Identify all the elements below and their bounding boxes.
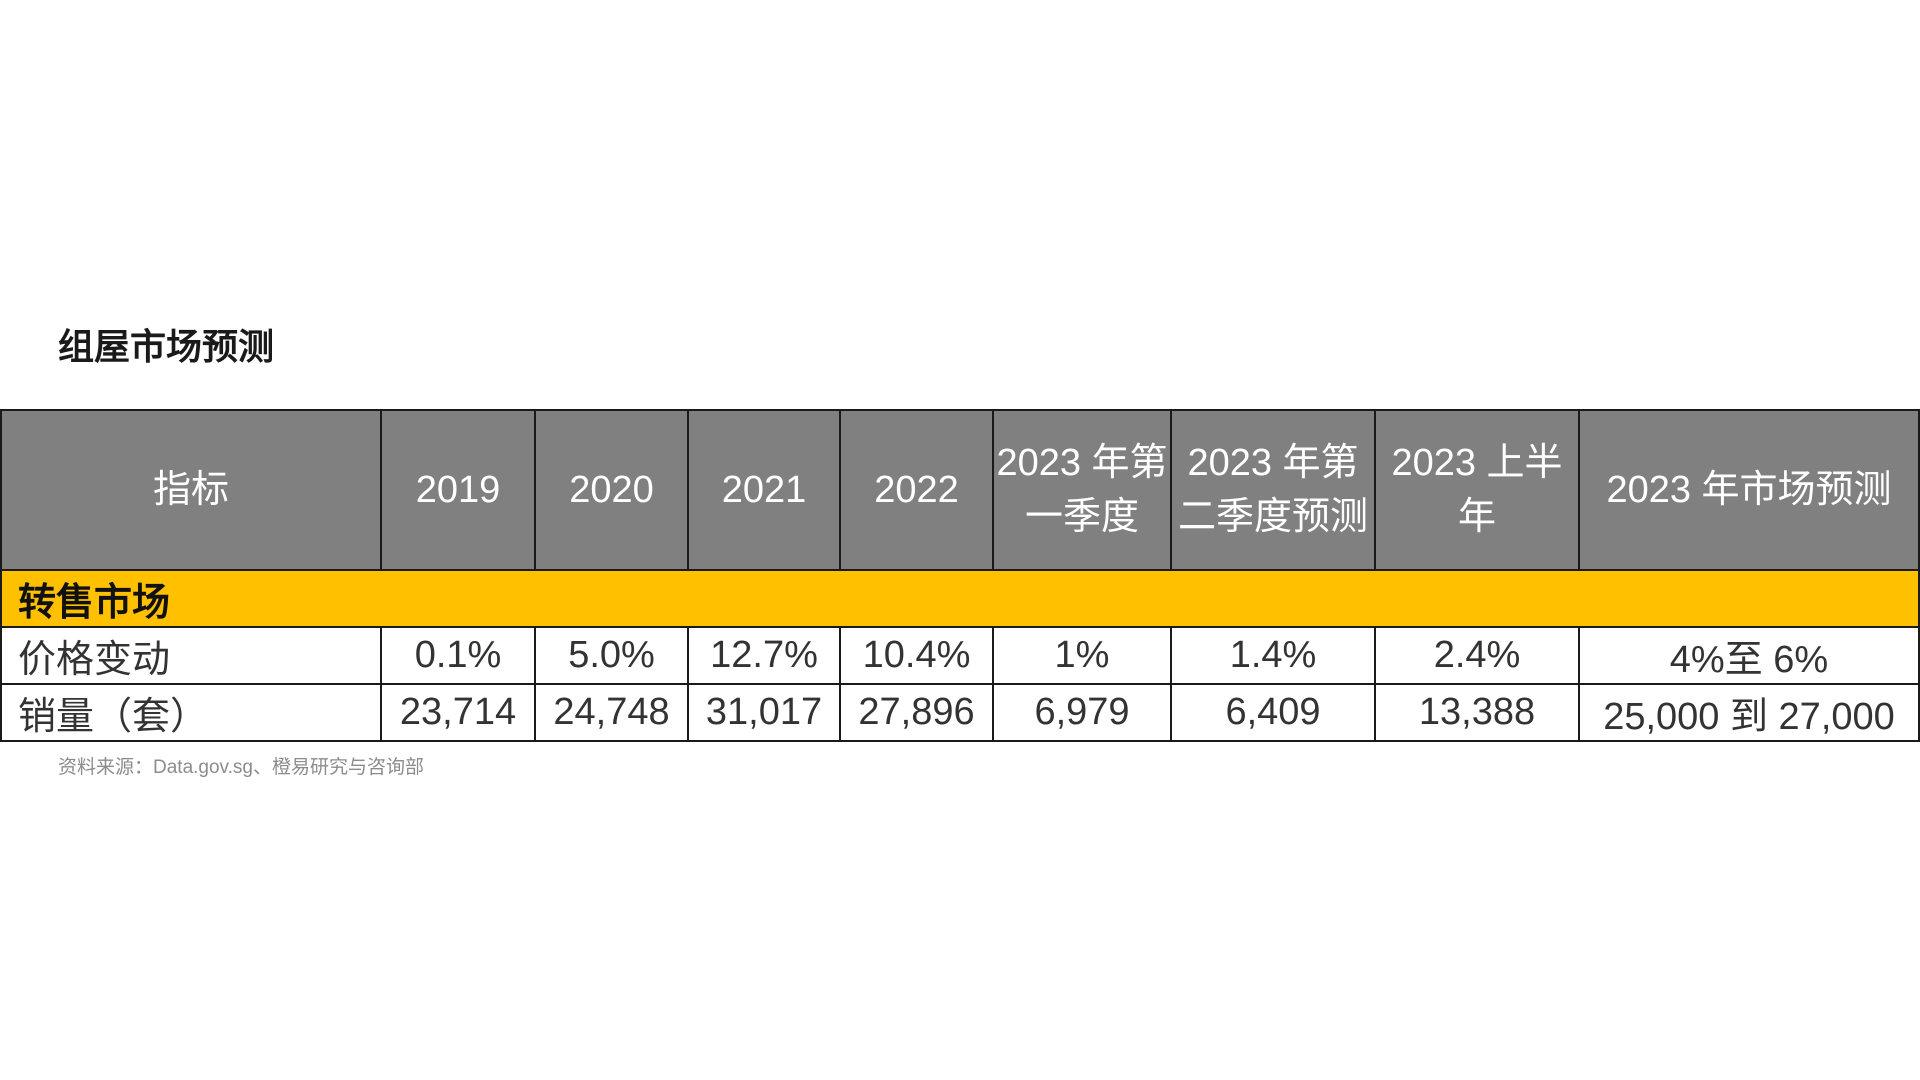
row-label: 价格变动 (0, 626, 382, 685)
header-indicator: 指标 (0, 409, 382, 571)
table-cell: 2.4% (1374, 626, 1580, 685)
table-cell: 23,714 (380, 683, 536, 742)
table-cell: 5.0% (534, 626, 689, 685)
table-cell: 1.4% (1170, 626, 1376, 685)
header-2020: 2020 (534, 409, 689, 571)
table-cell: 6,979 (992, 683, 1172, 742)
table-cell: 25,000 到 27,000 (1578, 683, 1920, 742)
table-cell: 0.1% (380, 626, 536, 685)
header-2023-market-forecast: 2023 年市场预测 (1578, 409, 1920, 571)
header-2021: 2021 (687, 409, 841, 571)
forecast-table: 指标 2019 2020 2021 2022 2023 年第一季度 2023 年… (0, 409, 1920, 742)
row-label: 销量（套） (0, 683, 382, 742)
table-cell: 1% (992, 626, 1172, 685)
header-2023-q1: 2023 年第一季度 (992, 409, 1172, 571)
header-2023-h1: 2023 上半年 (1374, 409, 1580, 571)
source-note: 资料来源：Data.gov.sg、橙易研究与咨询部 (58, 757, 424, 778)
table-cell: 24,748 (534, 683, 689, 742)
header-2019: 2019 (380, 409, 536, 571)
section-row: 转售市场 (0, 569, 1920, 628)
table-header-row: 指标 2019 2020 2021 2022 2023 年第一季度 2023 年… (0, 409, 1920, 571)
section-label: 转售市场 (0, 569, 1920, 628)
table-cell: 6,409 (1170, 683, 1376, 742)
page-title: 组屋市场预测 (58, 326, 275, 367)
table-row: 销量（套） 23,714 24,748 31,017 27,896 6,979 … (0, 683, 1920, 742)
table-cell: 10.4% (839, 626, 994, 685)
table-cell: 12.7% (687, 626, 841, 685)
table-cell: 13,388 (1374, 683, 1580, 742)
table-row: 价格变动 0.1% 5.0% 12.7% 10.4% 1% 1.4% 2.4% … (0, 626, 1920, 685)
header-2023-q2-forecast: 2023 年第二季度预测 (1170, 409, 1376, 571)
table-cell: 4%至 6% (1578, 626, 1920, 685)
table-cell: 27,896 (839, 683, 994, 742)
table-cell: 31,017 (687, 683, 841, 742)
header-2022: 2022 (839, 409, 994, 571)
